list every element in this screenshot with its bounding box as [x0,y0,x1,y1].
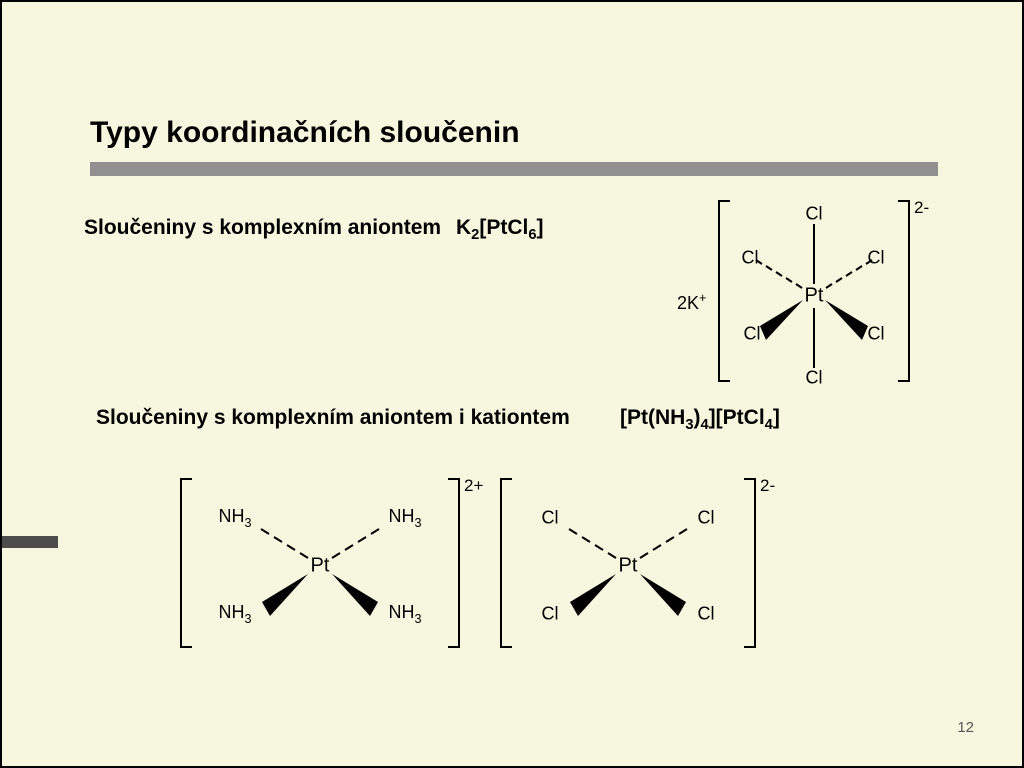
charge-label: 2- [914,198,929,218]
ligand-label: Cl [742,248,759,269]
charge-label: 2- [760,476,775,496]
section2-label: Sloučeniny s komplexním aniontem i katio… [96,406,570,430]
diagram-square-cation: 2+ Pt NH3 NH3 NH3 NH3 [180,478,460,644]
ligand-label: Cl [698,508,715,529]
ligand-label: Cl [868,324,885,345]
section1-formula: K2[PtCl6] [456,216,544,243]
charge-label: 2+ [464,476,483,496]
diagram-square-anion: 2- Pt Cl Cl Cl Cl [500,478,756,644]
slide-title: Typy koordinačních sloučenin [90,116,520,150]
section1-label: Sloučeniny s komplexním aniontem [84,216,441,240]
ligand-label: Cl [806,368,823,389]
left-edge-bar [2,536,58,548]
page-number: 12 [957,719,974,736]
ligand-label: NH3 [388,602,421,626]
slide: Typy koordinačních sloučenin Sloučeniny … [0,0,1024,768]
ligand-label: NH3 [388,506,421,530]
section2-formula: [Pt(NH3)4][PtCl4] [620,406,780,433]
ligand-label: Cl [744,324,761,345]
ligand-label: Cl [542,604,559,625]
diagram-octahedral: 2- Pt Cl Cl Cl Cl Cl Cl [718,200,910,378]
ligand-label: Cl [542,508,559,529]
ligand-label: Cl [806,204,823,225]
ligand-label: Cl [698,604,715,625]
center-atom: Pt [619,555,638,578]
counterion-label: 2K+ [677,291,706,314]
ligand-label: NH3 [218,602,251,626]
center-atom: Pt [805,285,824,308]
ligand-label: NH3 [218,506,251,530]
center-atom: Pt [311,555,330,578]
title-underline-bar [90,162,938,176]
ligand-label: Cl [868,248,885,269]
